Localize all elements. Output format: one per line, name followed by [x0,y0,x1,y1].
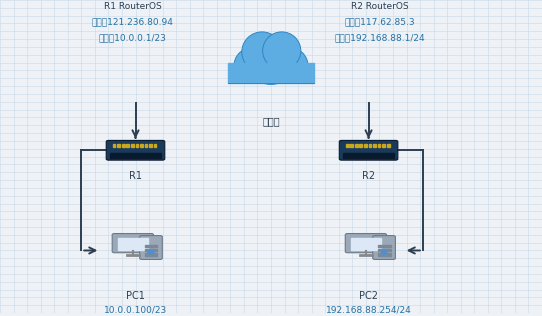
Bar [382,144,385,147]
Text: R2: R2 [362,171,375,181]
Bar [145,245,157,247]
Bar [355,144,358,147]
FancyBboxPatch shape [339,140,398,160]
Text: 外网：117.62.85.3: 外网：117.62.85.3 [344,17,415,26]
Bar [387,144,390,147]
Bar [131,144,134,147]
Text: R1: R1 [129,171,142,181]
Text: 内网：10.0.0.1/23: 内网：10.0.0.1/23 [99,33,167,42]
Text: 互联网: 互联网 [262,116,280,126]
Text: PC1: PC1 [126,291,145,301]
Bar [228,63,314,83]
Bar [346,144,349,147]
Bar [378,144,380,147]
Bar [369,144,371,147]
Text: 外网：121.236.80.94: 外网：121.236.80.94 [92,17,174,26]
Text: 10.0.0.100/23: 10.0.0.100/23 [104,305,167,314]
Bar [149,144,152,147]
FancyBboxPatch shape [106,140,165,160]
Bar [117,144,120,147]
FancyBboxPatch shape [140,236,163,259]
Bar [145,253,157,256]
Ellipse shape [263,32,301,70]
Bar [126,144,129,147]
Bar [154,144,157,147]
Text: 内网：192.168.88.1/24: 内网：192.168.88.1/24 [334,33,425,42]
Bar [343,153,394,158]
Bar [113,144,115,147]
Bar [350,144,353,147]
Bar [118,238,148,250]
Ellipse shape [272,48,308,83]
Bar [364,144,367,147]
Bar [378,245,391,247]
Bar [145,144,147,147]
Ellipse shape [234,48,270,83]
Text: PC2: PC2 [359,291,378,301]
Ellipse shape [242,32,282,72]
Bar [378,253,391,256]
Bar [378,249,391,252]
Bar [110,153,161,158]
Ellipse shape [246,35,296,84]
Bar [145,249,157,252]
Bar [359,144,362,147]
Bar [351,238,381,250]
FancyBboxPatch shape [112,234,153,253]
Bar [136,144,138,147]
Bar [140,144,143,147]
Bar [373,144,376,147]
Text: R2 RouterOS: R2 RouterOS [351,2,408,10]
Circle shape [149,251,154,254]
Circle shape [382,251,387,254]
Bar [122,144,125,147]
FancyBboxPatch shape [373,236,396,259]
Text: 192.168.88.254/24: 192.168.88.254/24 [326,305,411,314]
Text: R1 RouterOS: R1 RouterOS [104,2,162,10]
FancyBboxPatch shape [345,234,386,253]
